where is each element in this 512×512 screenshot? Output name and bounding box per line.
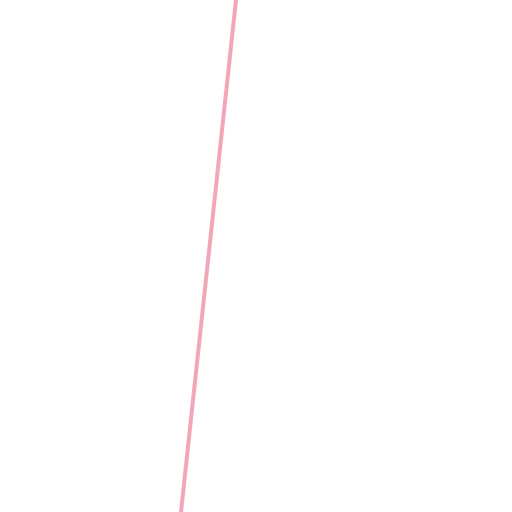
pink-diagonal-line (179, 0, 238, 512)
